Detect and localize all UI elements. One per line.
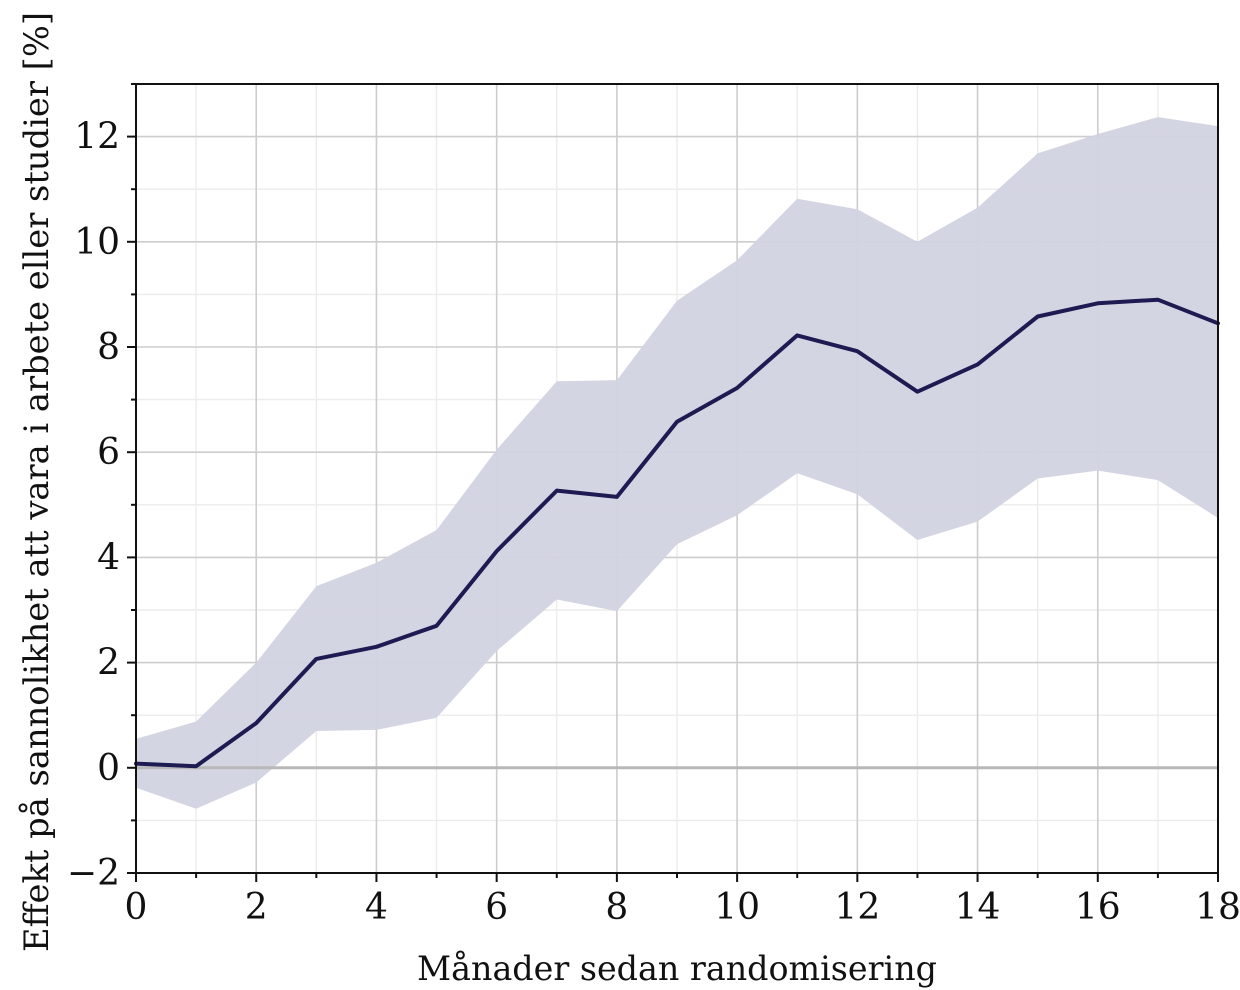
- x-tick-label: 2: [245, 887, 268, 928]
- x-tick-label: 8: [605, 887, 628, 928]
- y-tick-label: 12: [74, 117, 120, 158]
- y-tick-label: 6: [97, 432, 120, 473]
- x-tick-label: 4: [365, 887, 388, 928]
- y-tick-labels: −2 0 2 4 6 8 10 12: [67, 117, 120, 894]
- y-tick-label: 0: [97, 748, 120, 789]
- series-line: [134, 297, 1220, 769]
- x-tick-label: 0: [125, 887, 148, 928]
- x-tick-label: 18: [1195, 887, 1240, 928]
- y-axis-label: Effekt på sannolikhet att vara i arbete …: [17, 12, 57, 952]
- y-tick-label: 8: [97, 327, 120, 368]
- y-tick-label: −2: [67, 853, 120, 894]
- x-tick-labels: 0 2 4 6 8 10 12 14 16 18: [125, 887, 1240, 928]
- series-line-layer: [134, 297, 1220, 769]
- x-tick-label: 12: [834, 887, 880, 928]
- y-tick-label: 4: [97, 537, 120, 578]
- x-tick-label: 16: [1075, 887, 1121, 928]
- axis-ticks: [127, 83, 1219, 882]
- x-tick-label: 14: [955, 887, 1001, 928]
- x-tick-label: 10: [714, 887, 760, 928]
- x-tick-label: 6: [485, 887, 508, 928]
- x-axis-label: Månader sedan randomisering: [417, 949, 937, 989]
- y-tick-label: 2: [97, 643, 120, 684]
- y-tick-label: 10: [74, 222, 120, 263]
